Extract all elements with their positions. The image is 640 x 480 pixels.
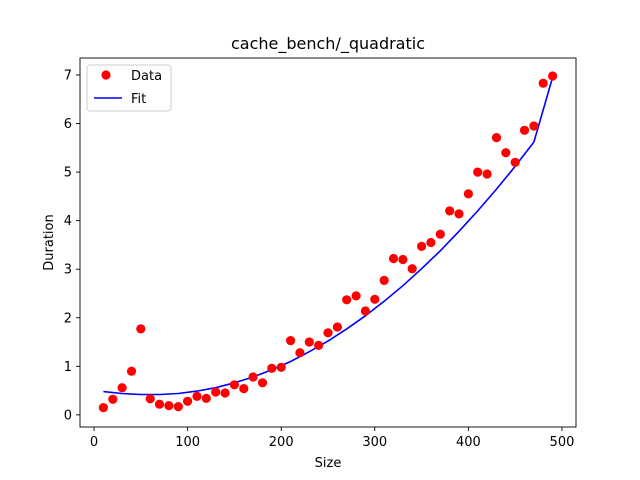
data-point	[426, 237, 436, 248]
y-tick-label: 3	[64, 263, 72, 278]
data-point	[360, 306, 370, 316]
data-point	[379, 275, 389, 285]
data-point	[370, 294, 380, 304]
data-point	[276, 362, 286, 372]
y-tick-label: 4	[64, 214, 72, 229]
data-point	[398, 254, 408, 265]
data-point	[173, 402, 183, 412]
data-point	[473, 167, 483, 177]
data-point	[183, 396, 193, 406]
data-point	[407, 264, 417, 274]
data-point	[314, 340, 324, 350]
data-point	[286, 336, 296, 346]
x-tick-label: 400	[456, 435, 481, 450]
data-point	[463, 189, 473, 199]
y-tick-label: 2	[64, 311, 72, 326]
data-point	[145, 394, 155, 404]
data-point	[548, 71, 558, 81]
x-axis-label: Size	[315, 456, 342, 471]
x-tick-label: 300	[362, 435, 387, 450]
data-point	[211, 387, 221, 397]
data-point	[388, 253, 399, 264]
data-point	[491, 133, 502, 143]
data-point	[295, 348, 305, 358]
data-point	[117, 383, 127, 393]
x-tick-label: 100	[175, 435, 200, 450]
y-tick-label: 1	[64, 360, 72, 375]
data-point	[332, 322, 342, 332]
data-point	[510, 157, 520, 167]
data-point	[108, 394, 118, 404]
data-point	[435, 229, 445, 239]
data-point	[445, 206, 455, 216]
data-point	[323, 328, 333, 338]
plot-area	[98, 71, 558, 413]
x-tick-label: 0	[90, 435, 98, 450]
axes: 0 100 200 300 400 500 0 1 2 3 4 5 6 7	[64, 57, 577, 450]
data-point	[501, 148, 511, 158]
y-tick-label: 6	[64, 117, 72, 132]
data-point	[529, 121, 539, 131]
data-point	[257, 378, 268, 388]
data-point	[239, 384, 249, 394]
data-point	[154, 399, 165, 409]
legend: Data Fit	[86, 64, 172, 112]
data-point	[229, 380, 239, 390]
axes-frame	[79, 57, 577, 428]
data-point	[126, 366, 137, 376]
data-point	[98, 403, 108, 413]
y-tick-label: 5	[64, 166, 72, 181]
x-tick-label: 500	[550, 435, 575, 450]
data-point	[136, 324, 146, 334]
data-point	[192, 391, 202, 401]
data-point	[220, 388, 230, 398]
data-point	[342, 295, 352, 305]
data-point	[519, 125, 530, 135]
data-point	[267, 363, 277, 373]
legend-label-fit: Fit	[131, 92, 146, 107]
data-point	[304, 337, 314, 347]
data-point	[164, 401, 174, 411]
data-point	[482, 169, 492, 179]
data-point	[351, 291, 361, 301]
data-point	[454, 209, 464, 219]
data-point	[538, 78, 548, 88]
fit-line	[103, 77, 554, 396]
chart-title: cache_bench/_quadratic	[231, 34, 425, 54]
data-point	[201, 393, 211, 403]
x-tick-label: 200	[269, 435, 294, 450]
y-tick-label: 0	[64, 408, 72, 423]
legend-label-data: Data	[131, 69, 162, 84]
y-tick-label: 7	[64, 68, 72, 83]
y-axis-label: Duration	[42, 214, 57, 270]
data-point	[417, 241, 427, 251]
legend-marker-data	[101, 70, 111, 80]
data-point	[248, 372, 258, 382]
